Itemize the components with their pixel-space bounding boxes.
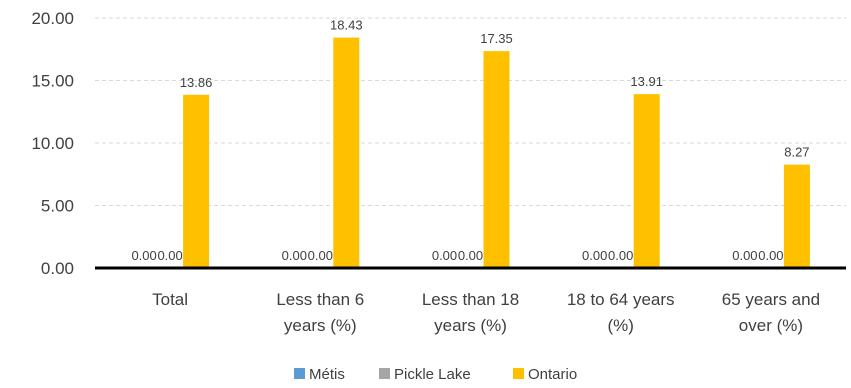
y-tick-label: 0.00 [41,259,74,278]
y-tick-label: 20.00 [31,9,74,28]
legend: Métis Pickle Lake Ontario [294,366,577,383]
data-label: 0.00 [432,248,457,263]
category-label-line: over (%) [739,316,803,335]
data-label: 17.35 [480,31,513,46]
y-tick-label: 10.00 [31,134,74,153]
bar [783,164,810,268]
category-label-line: Total [152,290,188,309]
data-label: 0.00 [608,248,633,263]
category-label-line: Less than 6 [276,290,364,309]
legend-label: Pickle Lake [394,366,471,383]
legend-swatch [379,368,390,379]
data-label: 18.43 [330,18,363,33]
category-label: Less than 18 years (%) [422,290,519,335]
bar [633,94,660,268]
data-label: 13.91 [630,74,663,89]
data-label: 0.00 [131,248,156,263]
data-label: 8.27 [784,145,809,160]
category-label: 18 to 64 years (%) [567,290,675,335]
data-label: 0.00 [282,248,307,263]
category-label-line: years (%) [284,316,357,335]
legend-label: Métis [309,366,345,383]
data-label: 0.00 [157,248,182,263]
gridlines [95,17,846,206]
y-tick-label: 5.00 [41,197,74,216]
legend-label: Ontario [528,366,577,383]
data-label: 0.00 [758,248,783,263]
data-label: 0.00 [732,248,757,263]
data-label: 13.86 [180,75,213,90]
bar [333,37,360,268]
bar [483,51,510,268]
y-axis-tick-labels: 0.00 5.00 10.00 15.00 20.00 [31,9,74,278]
bar [183,94,210,268]
category-label-line: years (%) [434,316,507,335]
category-label: 65 years and over (%) [722,290,820,335]
legend-swatch [294,368,305,379]
category-label-line: Less than 18 [422,290,519,309]
category-label-line: 18 to 64 years [567,290,675,309]
category-label-line: 65 years and [722,290,820,309]
data-label: 0.00 [582,248,607,263]
bars [183,37,810,268]
category-label-line: (%) [607,316,633,335]
data-label: 0.00 [308,248,333,263]
x-axis-category-labels: Total Less than 6 years (%) Less than 18 yea… [152,290,820,335]
legend-swatch [513,368,524,379]
data-label: 0.00 [458,248,483,263]
y-tick-label: 15.00 [31,72,74,91]
category-label: Total [152,290,188,309]
category-label: Less than 6 years (%) [276,290,364,335]
